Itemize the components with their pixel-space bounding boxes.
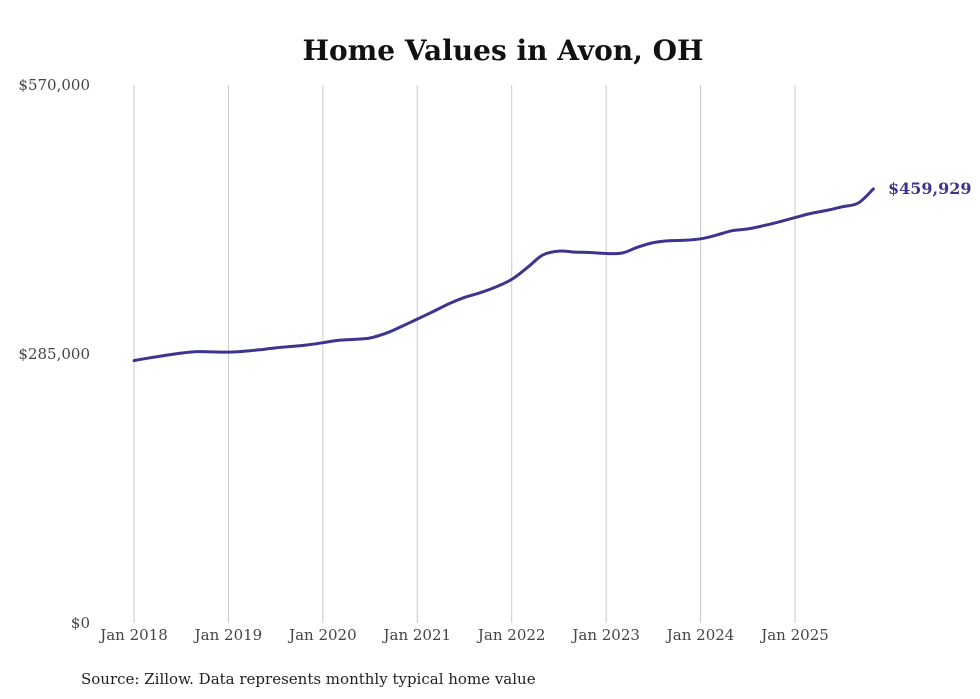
- y-tick-label: $570,000: [18, 76, 90, 94]
- x-axis-ticks: Jan 2018 Jan 2019 Jan 2020 Jan 2021 Jan 2022…: [98, 626, 829, 644]
- y-tick-label: $0: [71, 614, 90, 632]
- x-tick-label: Jan 2023: [570, 626, 640, 644]
- y-tick-label: $285,000: [18, 345, 90, 363]
- y-axis-ticks: $0 $285,000 $570,000: [18, 76, 90, 632]
- x-tick-label: Jan 2022: [476, 626, 546, 644]
- source-note: Source: Zillow. Data represents monthly …: [81, 670, 536, 688]
- x-tick-label: Jan 2021: [382, 626, 452, 644]
- x-tick-label: Jan 2019: [193, 626, 263, 644]
- x-tick-label: Jan 2025: [759, 626, 829, 644]
- series-layer: [132, 187, 875, 363]
- end-value-label: $459,929: [888, 179, 972, 198]
- series-line-0: [132, 187, 875, 363]
- x-tick-label: Jan 2018: [98, 626, 168, 644]
- x-tick-label: Jan 2024: [665, 626, 735, 644]
- x-tick-label: Jan 2020: [287, 626, 357, 644]
- gridlines: [133, 85, 796, 623]
- chart-title: Home Values in Avon, OH: [303, 34, 704, 67]
